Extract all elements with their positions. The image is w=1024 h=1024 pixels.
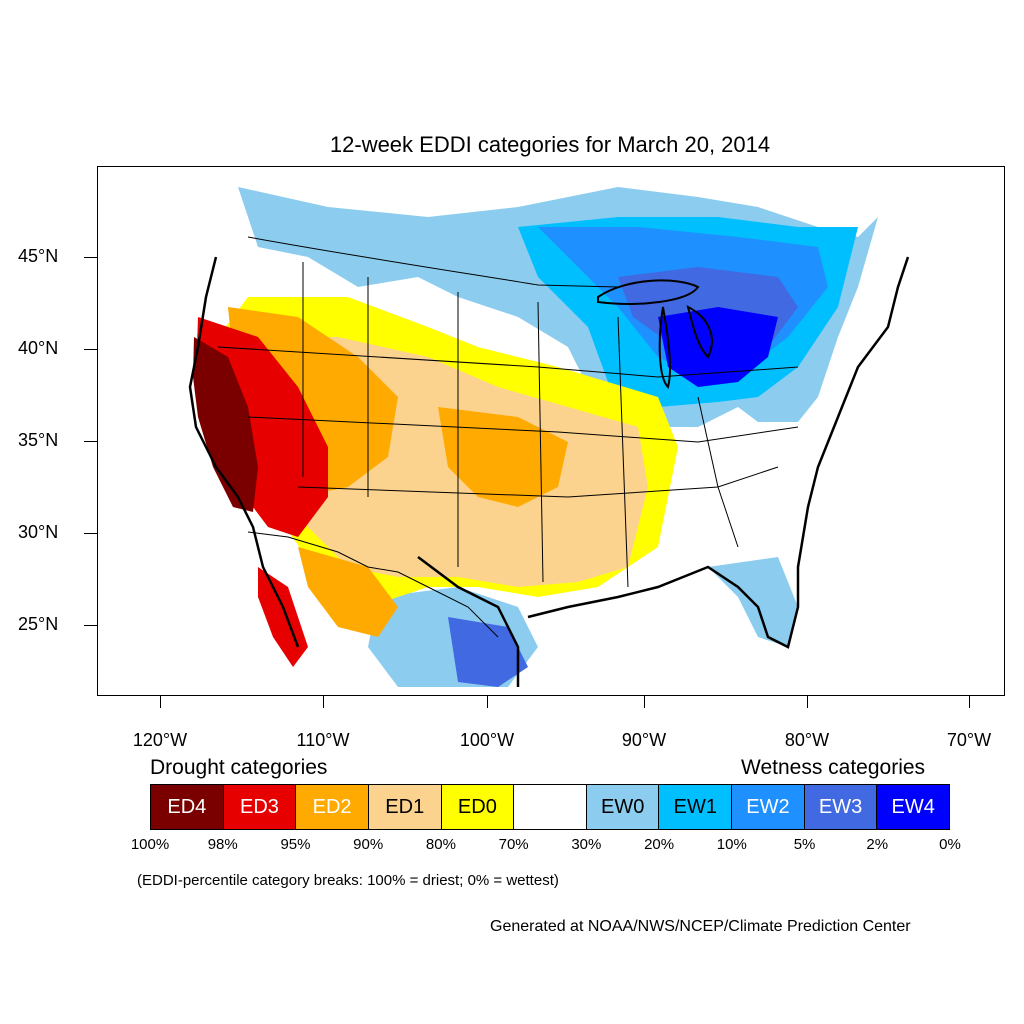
category-legend: ED4 ED3 ED2 ED1 ED0 EW0 EW1 EW2 EW3 EW4	[150, 784, 950, 830]
lake-huron	[686, 305, 713, 359]
lon-label-80: 80°W	[784, 730, 830, 750]
region-ed3-baja	[258, 567, 308, 667]
drought-categories-heading: Drought categories	[150, 756, 328, 779]
state-line	[537, 301, 544, 583]
lat-label-35: 35°N	[18, 430, 59, 450]
legend-box-ew0: EW0	[586, 785, 660, 829]
legend-box-ew2: EW2	[732, 785, 805, 829]
region-ed4	[193, 337, 258, 512]
lon-label-90: 90°W	[621, 730, 667, 750]
percentile-break-label: 95%	[280, 836, 311, 853]
percentile-break-label: 30%	[571, 836, 602, 853]
state-line	[217, 346, 799, 378]
percentile-break-label: 80%	[425, 836, 456, 853]
legend-box-normal	[514, 785, 587, 829]
border-us-mexico	[247, 531, 499, 638]
lat-tick	[84, 533, 97, 534]
lake-superior	[597, 279, 700, 305]
region-ed2-mexico	[298, 547, 398, 637]
lon-tick	[807, 696, 808, 708]
lon-label-100: 100°W	[459, 730, 515, 750]
lat-label-40: 40°N	[18, 338, 59, 358]
percentile-break-label: 90%	[353, 836, 384, 853]
wetness-categories-heading: Wetness categories	[741, 756, 926, 779]
lon-tick	[160, 696, 161, 708]
lon-tick	[323, 696, 324, 708]
lat-tick	[84, 625, 97, 626]
map-title: 12-week EDDI categories for March 20, 20…	[329, 132, 771, 157]
percentile-break-label: 5%	[793, 836, 816, 853]
lat-label-45: 45°N	[18, 246, 59, 266]
region-ed2-plains	[438, 407, 568, 507]
legend-box-ew3: EW3	[804, 785, 878, 829]
percentile-break-label: 70%	[498, 836, 529, 853]
state-line	[247, 416, 799, 443]
credit-line: Generated at NOAA/NWS/NCEP/Climate Predi…	[490, 918, 911, 935]
percentile-break-label: 0%	[939, 836, 961, 853]
coastline	[188, 256, 910, 687]
lon-tick	[487, 696, 488, 708]
lon-label-110: 110°W	[296, 730, 350, 750]
lat-label-30: 30°N	[18, 522, 59, 542]
region-ew4	[658, 307, 778, 387]
percentile-break-label: 10%	[716, 836, 747, 853]
legend-box-ed4: ED4	[151, 785, 224, 829]
state-line	[697, 396, 739, 548]
category-break-note: (EDDI-percentile category breaks: 100% =…	[137, 872, 559, 889]
lon-tick	[969, 696, 970, 708]
legend-box-ew4: EW4	[877, 785, 950, 829]
state-line	[617, 316, 629, 588]
legend-box-ew1: EW1	[659, 785, 733, 829]
state-line	[297, 466, 779, 498]
legend-box-ed1: ED1	[368, 785, 442, 829]
eddi-map	[188, 187, 910, 687]
percentile-break-label: 20%	[644, 836, 675, 853]
border-canada-us	[247, 236, 619, 288]
percentile-break-label: 2%	[866, 836, 889, 853]
lat-tick	[84, 441, 97, 442]
percentile-break-label: 100%	[130, 836, 170, 853]
lat-label-25: 25°N	[18, 614, 59, 634]
lat-tick	[84, 349, 97, 350]
lon-label-70: 70°W	[946, 730, 992, 750]
lon-tick	[644, 696, 645, 708]
legend-box-ed0: ED0	[441, 785, 515, 829]
map-panel	[97, 166, 1005, 696]
legend-box-ed2: ED2	[296, 785, 369, 829]
lat-tick	[84, 257, 97, 258]
legend-box-ed3: ED3	[223, 785, 297, 829]
lake-michigan	[658, 306, 672, 389]
region-ew3-mexico	[448, 617, 528, 687]
percentile-break-label: 98%	[207, 836, 238, 853]
lon-label-120: 120°W	[132, 730, 188, 750]
